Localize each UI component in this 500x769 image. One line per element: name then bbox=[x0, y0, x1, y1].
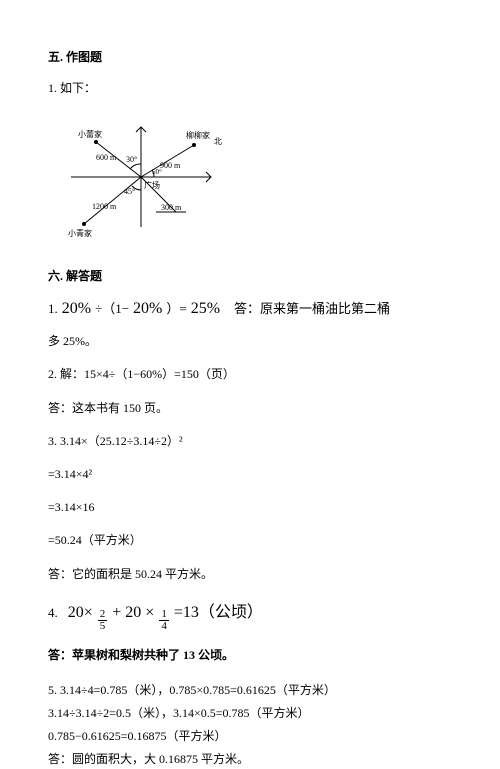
lbl-45: 45° bbox=[124, 187, 135, 196]
lbl-xiaoliang: 小蕾家 bbox=[78, 129, 102, 139]
q1-ans: 答：原来第一桶油比第二桶 bbox=[234, 298, 390, 317]
q6-4-line: 4. 20× 2 5 + 20 × 1 4 =13（公顷） bbox=[48, 598, 452, 632]
q6-5-l4: 答：圆的面积大，大 0.16875 平方米。 bbox=[48, 750, 452, 769]
q6-5-l3: 0.785−0.61625=0.16875（平方米） bbox=[48, 727, 452, 746]
q1-20b: 20% bbox=[133, 300, 162, 318]
q4-frac2: 1 4 bbox=[159, 609, 169, 632]
lbl-1200: 1200 m bbox=[92, 202, 117, 211]
q6-1-line1: 1. 20% ÷（1− 20% ）= 25% 答：原来第一桶油比第二桶 bbox=[48, 298, 452, 318]
q4-prefix: 4. bbox=[48, 605, 58, 621]
q4-f1d: 5 bbox=[98, 621, 108, 632]
q4-f2d: 4 bbox=[159, 621, 169, 632]
q6-3-l5: 答：它的面积是 50.24 平方米。 bbox=[48, 565, 452, 584]
q1-mid1: ÷（1− bbox=[95, 298, 129, 317]
q1-mid2: ）= bbox=[166, 298, 186, 317]
q4-a: 20× bbox=[68, 604, 93, 622]
section-5-title: 五. 作图题 bbox=[48, 48, 452, 65]
q6-4-ans: 答：苹果树和梨树共种了 13 公顷。 bbox=[48, 646, 452, 663]
compass-diagram: 小蕾家 600 m 柳柳家 900 m 北 广场 1200 m 小青家 300 … bbox=[56, 112, 452, 247]
lbl-gc: 广场 bbox=[144, 180, 160, 190]
section-6-title: 六. 解答题 bbox=[48, 267, 452, 284]
q4-frac1: 2 5 bbox=[98, 609, 108, 632]
q6-1-line2: 多 25%。 bbox=[48, 332, 452, 351]
q6-3-l4: =50.24（平方米） bbox=[48, 531, 452, 550]
q6-3-l1: 3. 3.14×（25.12÷3.14÷2）² bbox=[48, 432, 452, 451]
q1-prefix: 1. bbox=[48, 301, 58, 317]
lbl-xiaoqing: 小青家 bbox=[68, 228, 92, 238]
q4-f1n: 2 bbox=[98, 609, 108, 621]
lbl-50: 50° bbox=[152, 168, 162, 176]
lbl-north: 北 bbox=[214, 137, 222, 146]
q4-f2n: 1 bbox=[159, 609, 169, 621]
q5-1-text: 1. 如下： bbox=[48, 79, 452, 98]
lbl-30: 30° bbox=[126, 155, 137, 164]
q4-plus: + 20 × bbox=[112, 604, 154, 622]
q6-3-l2: =3.14×4² bbox=[48, 465, 452, 484]
lbl-300: 300 m bbox=[161, 203, 182, 212]
q4-tail: =13（公顷） bbox=[174, 598, 263, 622]
q6-5-l1: 5. 3.14÷4=0.785（米），0.785×0.785=0.61625（平… bbox=[48, 681, 452, 700]
q1-25: 25% bbox=[191, 300, 220, 318]
q6-2-l2: 答：这本书有 150 页。 bbox=[48, 399, 452, 418]
q1-20a: 20% bbox=[62, 300, 91, 318]
q6-2-l1: 2. 解：15×4÷（1−60%）=150（页） bbox=[48, 365, 452, 384]
q6-3-l3: =3.14×16 bbox=[48, 498, 452, 517]
lbl-liuliu: 柳柳家 bbox=[186, 130, 210, 140]
lbl-900: 900 m bbox=[160, 161, 181, 170]
lbl-600: 600 m bbox=[96, 153, 117, 162]
